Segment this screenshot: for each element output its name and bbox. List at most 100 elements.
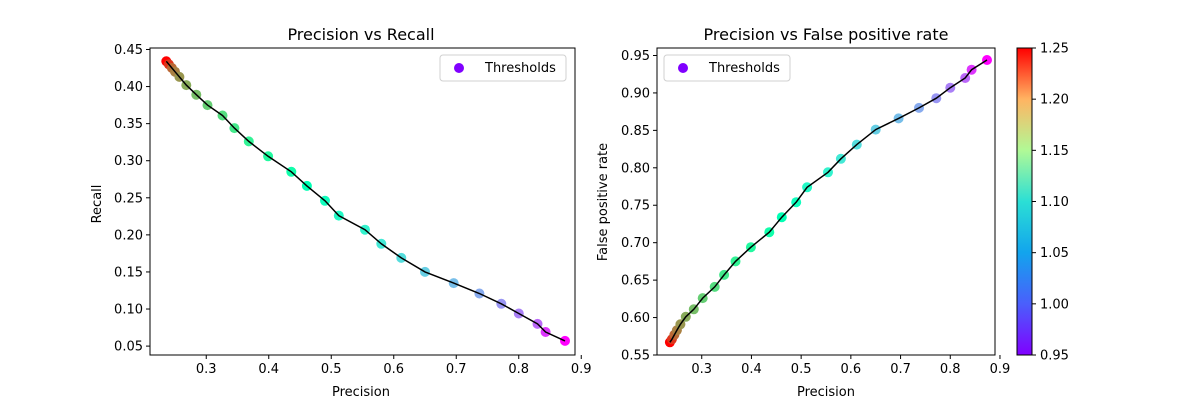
- x-tick-label: 0.6: [841, 362, 862, 377]
- x-tick: 0.4: [741, 355, 762, 377]
- x-tick-label: 0.9: [571, 362, 592, 377]
- precision-fpr-chart: Precision vs False positive rate 0.3 0.4 0…: [596, 25, 1010, 400]
- precision-recall-chart: Precision vs Recall 0.3 0.4 0.5 0.6 0.7 0.8 0.…: [90, 25, 592, 400]
- y-tick: 0.75: [621, 199, 657, 214]
- colorbar-tick: 1.20: [1032, 93, 1069, 108]
- legend-box: [663, 54, 791, 82]
- y-axis-label: Recall: [90, 185, 105, 224]
- colorbar-tick: 1.05: [1032, 246, 1069, 261]
- chart-title: Precision vs Recall: [287, 25, 434, 44]
- x-tick-label: 0.7: [446, 362, 467, 377]
- colorbar-tick-label: 1.15: [1040, 144, 1069, 159]
- y-tick-label: 0.95: [621, 49, 650, 64]
- y-tick-label: 0.85: [621, 124, 650, 139]
- x-tick-label: 0.9: [990, 362, 1011, 377]
- x-tick: 0.6: [383, 355, 404, 377]
- colorbar-tick-label: 1.10: [1040, 195, 1069, 210]
- x-tick: 0.4: [258, 355, 279, 377]
- x-tick-label: 0.4: [741, 362, 762, 377]
- colorbar-tick: 1.10: [1032, 195, 1069, 210]
- legend-box: [439, 54, 567, 82]
- colorbar-tick-label: 1.05: [1040, 246, 1069, 261]
- x-tick: 0.6: [841, 355, 862, 377]
- x-tick: 0.9: [990, 355, 1011, 377]
- x-tick: 0.5: [791, 355, 812, 377]
- y-tick-label: 0.30: [114, 154, 143, 169]
- y-tick-label: 0.75: [621, 199, 650, 214]
- x-tick-label: 0.8: [940, 362, 961, 377]
- y-tick-label: 0.55: [621, 349, 650, 364]
- y-tick-label: 0.45: [114, 43, 143, 58]
- y-tick-label: 0.20: [114, 228, 143, 243]
- y-tick: 0.80: [621, 161, 657, 176]
- x-tick: 0.9: [571, 355, 592, 377]
- legend: Thresholds: [663, 54, 791, 82]
- x-tick: 0.7: [890, 355, 911, 377]
- x-tick-label: 0.3: [196, 362, 217, 377]
- y-tick-label: 0.05: [114, 340, 143, 355]
- x-tick-label: 0.6: [383, 362, 404, 377]
- colorbar-tick: 1.15: [1032, 144, 1069, 159]
- axes-frame: [656, 47, 996, 356]
- y-tick-label: 0.15: [114, 265, 143, 280]
- colorbar: 0.95 1.00 1.05 1.10 1.15 1.20 1.25: [1016, 42, 1069, 364]
- legend-marker: [454, 63, 464, 73]
- colorbar-tick-label: 1.25: [1040, 42, 1069, 57]
- colorbar-tick: 1.25: [1032, 42, 1069, 57]
- y-tick: 0.10: [114, 303, 150, 318]
- colorbar-tick-label: 0.95: [1040, 349, 1069, 364]
- y-tick-label: 0.40: [114, 80, 143, 95]
- x-tick-label: 0.3: [691, 362, 712, 377]
- plot-layer: 0.3 0.4 0.5 0.6 0.7 0.8 0.9 0.05 0.10 0.15 0.20 0.2…: [114, 43, 592, 377]
- legend-label: Thresholds: [708, 61, 780, 76]
- legend-label: Thresholds: [484, 61, 556, 76]
- x-axis-label: Precision: [797, 385, 855, 400]
- y-tick-label: 0.90: [621, 86, 650, 101]
- y-tick: 0.70: [621, 236, 657, 251]
- y-tick: 0.45: [114, 43, 150, 58]
- y-tick: 0.25: [114, 191, 150, 206]
- y-tick: 0.85: [621, 124, 657, 139]
- x-tick-label: 0.4: [258, 362, 279, 377]
- colorbar-tick-label: 1.00: [1040, 297, 1069, 312]
- y-tick-label: 0.25: [114, 191, 143, 206]
- x-tick-label: 0.5: [321, 362, 342, 377]
- legend: Thresholds: [439, 54, 567, 82]
- axes-frame: [149, 47, 576, 356]
- colorbar-gradient: [1016, 47, 1033, 356]
- x-tick: 0.8: [508, 355, 529, 377]
- x-tick: 0.8: [940, 355, 961, 377]
- chart-title: Precision vs False positive rate: [704, 25, 949, 44]
- y-tick-label: 0.80: [621, 161, 650, 176]
- legend-marker: [678, 63, 688, 73]
- y-tick-label: 0.10: [114, 303, 143, 318]
- series-line: [165, 60, 566, 342]
- x-tick: 0.5: [321, 355, 342, 377]
- x-tick: 0.7: [446, 355, 467, 377]
- y-tick: 0.60: [621, 311, 657, 326]
- y-tick-label: 0.65: [621, 274, 650, 289]
- y-tick: 0.15: [114, 265, 150, 280]
- x-tick-label: 0.8: [508, 362, 529, 377]
- plot-layer: 0.3 0.4 0.5 0.6 0.7 0.8 0.9 0.55 0.60 0.65 0.70 0.7…: [621, 47, 1011, 377]
- colorbar-tick-label: 1.20: [1040, 93, 1069, 108]
- colorbar-tick: 1.00: [1032, 297, 1069, 312]
- y-tick-label: 0.60: [621, 311, 650, 326]
- y-tick: 0.05: [114, 340, 150, 355]
- x-tick: 0.3: [196, 355, 217, 377]
- y-tick-label: 0.70: [621, 236, 650, 251]
- x-tick: 0.3: [691, 355, 712, 377]
- series-line: [669, 59, 988, 343]
- y-axis-label: False positive rate: [596, 143, 611, 261]
- y-tick: 0.55: [621, 349, 657, 364]
- y-tick: 0.20: [114, 228, 150, 243]
- x-tick-label: 0.7: [890, 362, 911, 377]
- y-tick: 0.90: [621, 86, 657, 101]
- x-axis-label: Precision: [332, 385, 390, 400]
- y-tick: 0.40: [114, 80, 150, 95]
- x-tick-label: 0.5: [791, 362, 812, 377]
- y-tick: 0.65: [621, 274, 657, 289]
- y-tick: 0.95: [621, 49, 657, 64]
- y-tick: 0.35: [114, 117, 150, 132]
